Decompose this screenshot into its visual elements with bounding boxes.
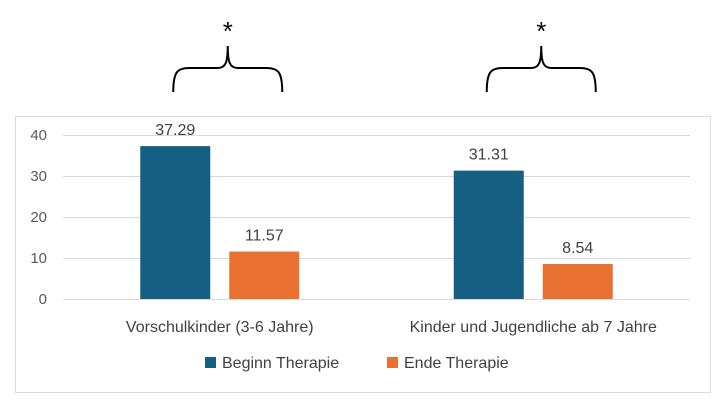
bar (453, 170, 524, 299)
y-axis-ticks: 0 10 20 30 40 (30, 127, 47, 308)
y-tick-label: 0 (39, 291, 47, 308)
legend-label: Beginn Therapie (222, 355, 339, 372)
y-tick-label: 30 (30, 168, 47, 185)
y-tick-label: 20 (30, 209, 47, 226)
significance-asterisk: * (536, 16, 546, 46)
legend-swatch (387, 357, 398, 368)
legend: Beginn Therapie Ende Therapie (205, 355, 509, 372)
significance-asterisk: * (223, 16, 233, 46)
category-labels: Vorschulkinder (3-6 Jahre) Kinder und Jug… (126, 319, 657, 336)
legend-label: Ende Therapie (404, 355, 509, 372)
bars (140, 146, 613, 299)
category-label: Kinder und Jugendliche ab 7 Jahre (410, 319, 657, 336)
bar (542, 263, 613, 299)
bar (229, 251, 300, 299)
data-labels: 37.29 11.57 31.31 8.54 (155, 122, 593, 257)
data-label: 31.31 (469, 147, 509, 164)
y-tick-label: 40 (30, 127, 47, 144)
brace (485, 45, 597, 93)
data-label: 37.29 (155, 122, 195, 139)
chart-area-border (15, 116, 711, 393)
y-tick-label: 10 (30, 250, 47, 267)
brace (172, 45, 284, 93)
data-label: 8.54 (562, 240, 593, 257)
category-label: Vorschulkinder (3-6 Jahre) (126, 319, 314, 336)
legend-swatch (205, 357, 216, 368)
data-label: 11.57 (245, 228, 284, 245)
significance-brackets: * * (172, 16, 597, 93)
bar (140, 146, 211, 299)
